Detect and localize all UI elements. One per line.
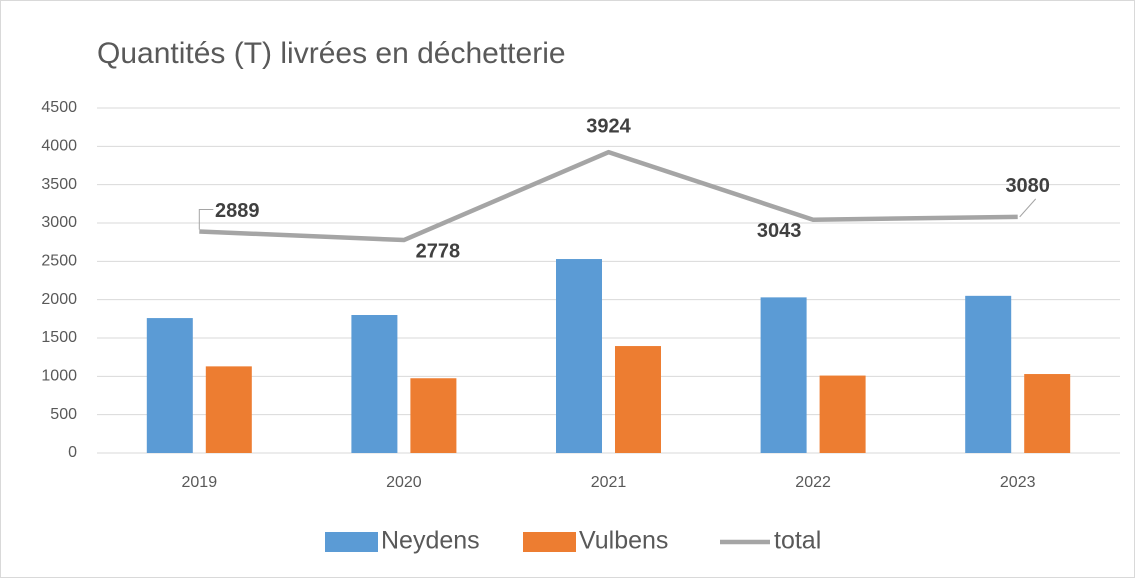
data-label: 3043 (757, 220, 802, 242)
y-tick-label: 4500 (41, 99, 77, 116)
bar (351, 315, 398, 453)
bar (205, 366, 252, 453)
y-tick-label: 0 (68, 444, 77, 461)
y-tick-label: 500 (50, 406, 77, 423)
legend-label: total (774, 527, 821, 555)
x-tick-label: 2022 (795, 474, 831, 491)
y-tick-label: 1500 (41, 329, 77, 346)
x-tick-label: 2020 (386, 474, 422, 491)
bar (615, 346, 661, 453)
x-tick-label: 2019 (182, 474, 218, 491)
legend-label: Neydens (381, 527, 480, 555)
y-tick-label: 2500 (41, 253, 77, 270)
legend-swatch (523, 532, 576, 552)
data-label: 3080 (1005, 175, 1050, 197)
data-label: 2778 (416, 240, 461, 262)
bar (146, 318, 193, 453)
legend-label: Vulbens (579, 527, 668, 555)
legend-swatch (325, 532, 378, 552)
bar (760, 297, 807, 453)
leader-line (198, 209, 214, 230)
leader-line (1019, 198, 1037, 218)
data-label: 2889 (215, 200, 260, 222)
y-tick-label: 1000 (41, 368, 77, 385)
x-tick-label: 2021 (591, 474, 627, 491)
bar (556, 259, 602, 453)
x-tick-label: 2023 (1000, 474, 1036, 491)
y-tick-label: 2000 (41, 291, 77, 308)
data-label: 3924 (586, 115, 631, 137)
bar (965, 295, 1012, 453)
bar (819, 375, 866, 453)
chart-title: Quantités (T) livrées en déchetterie (97, 37, 566, 70)
bar (410, 378, 457, 453)
bar (1024, 374, 1071, 453)
y-tick-label: 3000 (41, 214, 77, 231)
line-series (199, 149, 1018, 243)
y-tick-label: 3500 (41, 176, 77, 193)
y-tick-label: 4000 (41, 138, 77, 155)
